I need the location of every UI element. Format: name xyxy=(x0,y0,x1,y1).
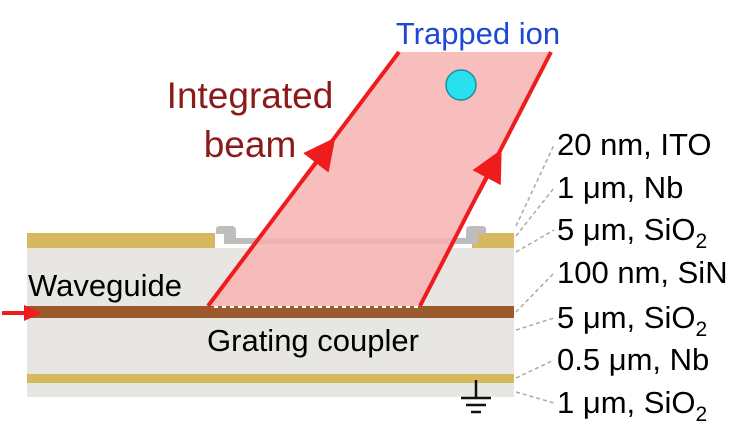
beam-direction-arrow-left xyxy=(300,137,336,183)
layer-label-subscript: 2 xyxy=(695,403,707,426)
layer-label-subscript: 2 xyxy=(695,230,707,253)
layer-label-text: 0.5 μm, Nb xyxy=(557,342,709,377)
niobium-bottom-ground-layer xyxy=(27,374,514,383)
layer-leader-line xyxy=(515,317,555,331)
niobium-electrode-right xyxy=(472,233,514,248)
integrated-beam-fill xyxy=(208,52,551,306)
layer-label: 0.5 μm, Nb xyxy=(557,342,709,377)
layer-label-text: 20 nm, ITO xyxy=(557,127,712,162)
integrated-beam-label-line2: beam xyxy=(204,124,297,165)
integrated-beam-label-line1: Integrated xyxy=(167,75,334,116)
beam-direction-arrow-right xyxy=(472,149,502,195)
layer-leader-line xyxy=(515,391,555,404)
input-light-arrow xyxy=(2,305,42,321)
layer-label: 5 μm, SiO2 xyxy=(557,300,707,341)
layer-label-text: 1 μm, Nb xyxy=(557,170,683,205)
layer-label: 100 nm, SiN xyxy=(557,255,728,290)
oxide-layer-lower xyxy=(27,318,514,374)
trapped-ion-marker xyxy=(445,69,477,101)
layer-label: 20 nm, ITO xyxy=(557,127,712,162)
layer-leader-line xyxy=(515,272,555,313)
layer-leader-line xyxy=(515,187,555,237)
oxide-layer-bottom xyxy=(27,383,514,397)
layer-label: 1 μm, SiO2 xyxy=(557,385,707,426)
layer-label-text: 100 nm, SiN xyxy=(557,255,728,290)
layer-label-subscript: 2 xyxy=(695,318,707,341)
layer-leader-line xyxy=(515,229,555,253)
layer-leader-lines xyxy=(515,144,555,404)
layer-label-text: 1 μm, SiO xyxy=(557,385,695,420)
layer-label-text: 5 μm, SiO xyxy=(557,300,695,335)
silicon-nitride-waveguide-layer xyxy=(27,306,514,318)
layer-label-text: 5 μm, SiO xyxy=(557,212,695,247)
niobium-electrode-left xyxy=(27,233,215,248)
layer-label: 5 μm, SiO2 xyxy=(557,212,707,253)
layer-label: 1 μm, Nb xyxy=(557,170,683,205)
ground-symbol xyxy=(461,380,491,414)
trapped-ion-label: Trapped ion xyxy=(396,16,560,51)
layer-leader-line xyxy=(515,359,555,379)
grating-coupler-label: Grating coupler xyxy=(207,323,419,358)
waveguide-label: Waveguide xyxy=(28,268,182,303)
layer-leader-line xyxy=(515,144,555,227)
